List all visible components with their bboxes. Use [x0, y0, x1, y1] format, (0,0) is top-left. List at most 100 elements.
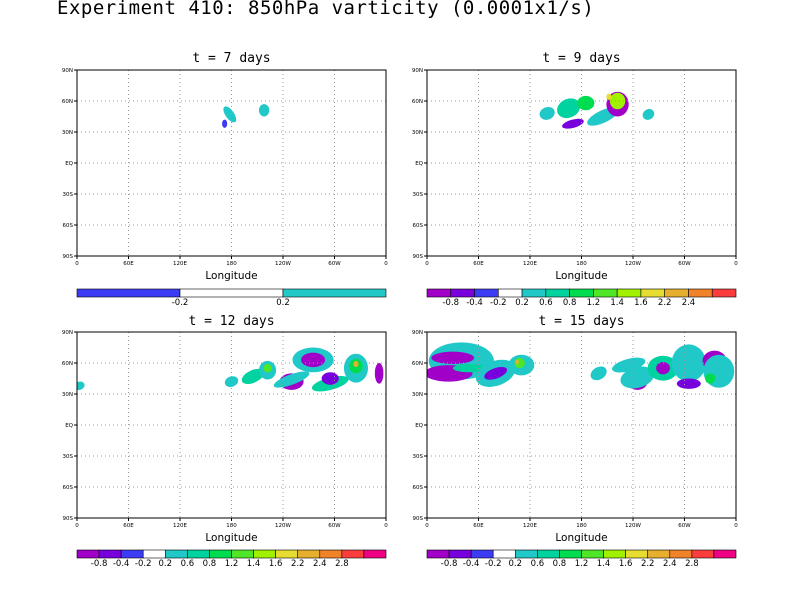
colorbar-label: -0.2: [485, 559, 502, 569]
colorbar-swatch: [593, 288, 618, 298]
colorbar-swatch: [537, 549, 560, 559]
y-tick-label: 30S: [413, 192, 424, 198]
vorticity-feature: [656, 361, 670, 375]
vorticity-feature: [484, 366, 508, 380]
x-tick-label: 60E: [473, 523, 484, 529]
y-tick-label: 30S: [413, 454, 424, 460]
colorbar-swatch: [253, 549, 276, 559]
x-tick-label: 120W: [275, 261, 291, 267]
vorticity-feature: [374, 363, 384, 384]
x-tick-label: 0: [75, 261, 79, 267]
x-tick-label: 60W: [328, 261, 341, 267]
colorbar-swatch: [231, 549, 254, 559]
contour-fill-group: [427, 342, 735, 390]
panel-3: 0 60E 120E 180 120W 60W 090S60S30SEQ30N60N90Nt…: [62, 314, 388, 569]
colorbar-label: 0.2: [515, 298, 529, 308]
vorticity-feature: [241, 368, 265, 385]
x-axis-label: Longitude: [205, 270, 257, 282]
y-tick-label: 90N: [62, 68, 73, 74]
colorbar-label: 0.6: [531, 559, 545, 569]
colorbar-label: 0.8: [203, 559, 217, 569]
x-tick-label: 120E: [523, 261, 537, 267]
colorbar-swatch: [545, 288, 570, 298]
vorticity-feature: [222, 119, 228, 128]
panel-title: t = 9 days: [542, 51, 620, 66]
x-tick-label: 60E: [123, 261, 134, 267]
x-tick-label: 0: [75, 523, 79, 529]
panel-title: t = 12 days: [188, 314, 274, 329]
y-tick-label: 30N: [412, 392, 423, 398]
colorbar-label: 1.6: [619, 559, 633, 569]
x-tick-label: 120E: [173, 261, 187, 267]
x-tick-label: 180: [576, 523, 587, 529]
colorbar-swatch: [688, 288, 713, 298]
colorbar-swatch: [142, 549, 166, 559]
y-tick-label: 60N: [62, 361, 73, 367]
figure-title: Experiment 410: 850hPa varticity (0.0001…: [57, 0, 595, 19]
x-axis-label: Longitude: [555, 270, 607, 282]
y-tick-label: EQ: [415, 423, 423, 429]
y-tick-label: EQ: [65, 161, 73, 167]
x-tick-label: 0: [425, 523, 429, 529]
colorbar-swatch: [450, 288, 475, 298]
vorticity-feature: [77, 381, 85, 390]
colorbar-label: 1.6: [634, 298, 648, 308]
y-tick-label: 30N: [62, 392, 73, 398]
colorbar-swatch: [521, 288, 547, 298]
y-tick-label: 30N: [412, 130, 423, 136]
y-tick-label: 90N: [412, 68, 423, 74]
x-tick-label: 180: [226, 523, 237, 529]
colorbar-label: 1.2: [587, 298, 601, 308]
colorbar-swatch: [470, 549, 494, 559]
colorbar-swatch: [713, 549, 737, 559]
vorticity-feature: [431, 351, 475, 365]
y-tick-label: 60S: [413, 223, 424, 229]
colorbar: -0.8 -0.4 -0.2 0.2 0.6 0.8 1.2 1.4 1.6 2.2 2.4 2.8: [426, 549, 737, 569]
colorbar-label: 2.2: [291, 559, 305, 569]
x-tick-label: 0: [384, 261, 388, 267]
x-axis-label: Longitude: [555, 532, 607, 544]
colorbar-swatch: [640, 288, 665, 298]
x-tick-label: 60E: [123, 523, 134, 529]
colorbar-swatch: [426, 549, 450, 559]
vorticity-feature: [273, 371, 310, 388]
colorbar-swatch: [319, 549, 343, 559]
colorbar-swatch: [426, 288, 452, 298]
vorticity-feature: [642, 109, 655, 120]
colorbar-swatch: [448, 549, 472, 559]
colorbar-swatch: [664, 288, 689, 298]
colorbar-swatch: [98, 549, 122, 559]
colorbar-swatch: [120, 549, 144, 559]
colorbar-label: 0.6: [181, 559, 195, 569]
colorbar-swatch: [282, 288, 387, 298]
colorbar-swatch: [711, 288, 737, 298]
vorticity-feature: [515, 359, 519, 365]
x-tick-label: 0: [734, 261, 738, 267]
x-tick-label: 0: [734, 523, 738, 529]
colorbar-label: -0.4: [113, 559, 130, 569]
colorbar-label: 0.2: [509, 559, 523, 569]
y-tick-label: 90S: [63, 516, 74, 522]
colorbar-label: 1.4: [597, 559, 611, 569]
vorticity-feature: [353, 360, 359, 368]
colorbar-swatch: [76, 288, 181, 298]
x-tick-label: 0: [384, 523, 388, 529]
colorbar-swatch: [691, 549, 715, 559]
colorbar-label: 1.4: [247, 559, 261, 569]
y-tick-label: 30S: [63, 454, 74, 460]
colorbar-swatch: [297, 549, 321, 559]
vorticity-feature: [705, 373, 716, 384]
vorticity-feature: [612, 357, 646, 373]
panel-1: 0 60E 120E 180 120W 60W 090S60S30SEQ30N60N90Nt…: [62, 51, 388, 308]
colorbar-swatch: [569, 288, 594, 298]
colorbar-label: -0.8: [442, 298, 459, 308]
colorbar-swatch: [616, 288, 642, 298]
colorbar-swatch: [625, 549, 649, 559]
y-tick-label: EQ: [415, 161, 423, 167]
colorbar-swatch: [492, 549, 516, 559]
vorticity-feature: [606, 93, 612, 100]
colorbar-label: 2.2: [658, 298, 672, 308]
contour-fill-group: [77, 347, 384, 392]
vorticity-feature: [452, 364, 488, 373]
x-tick-label: 120W: [275, 523, 291, 529]
